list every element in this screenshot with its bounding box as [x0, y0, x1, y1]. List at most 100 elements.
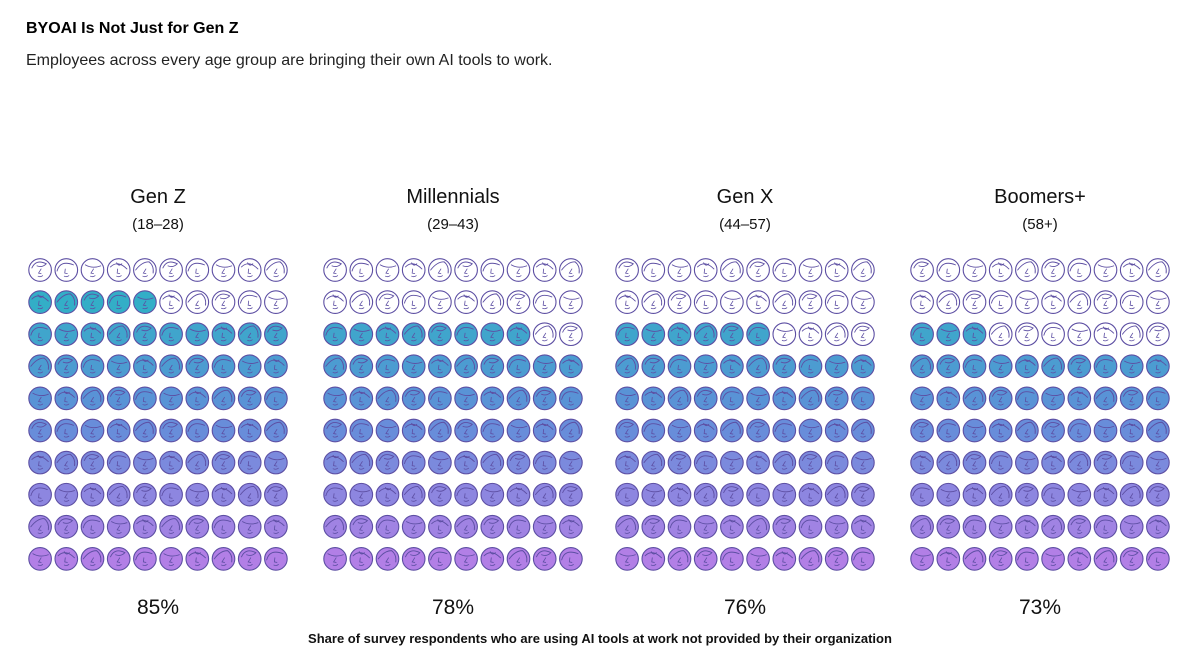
waffle-cell-filled	[211, 354, 236, 379]
waffle-cell-filled	[824, 354, 849, 379]
waffle-cell-filled	[667, 354, 692, 379]
waffle-cell-filled	[798, 386, 823, 411]
waffle-cell-filled	[746, 547, 770, 571]
waffle-cell-empty	[1067, 322, 1092, 347]
waffle-cell-filled	[375, 547, 400, 571]
waffle-cell-filled	[1041, 386, 1065, 411]
waffle-cell-filled	[693, 514, 718, 539]
waffle-cell-filled	[133, 514, 157, 539]
waffle-cell-filled	[1093, 354, 1118, 379]
waffle-cell-empty	[1067, 290, 1092, 314]
waffle-cell-filled	[1093, 418, 1118, 443]
waffle-cell-filled	[237, 418, 262, 443]
waffle-cell-filled	[667, 386, 692, 411]
waffle-group-gen-z: Gen Z (18–28) 85%	[28, 186, 288, 619]
waffle-cell-filled	[1119, 386, 1144, 411]
waffle-cell-empty	[1146, 322, 1170, 347]
waffle-cell-filled	[454, 547, 478, 571]
waffle-cell-filled	[910, 547, 934, 571]
group-percentage-label: 76%	[724, 596, 766, 619]
waffle-cell-filled	[264, 418, 288, 443]
waffle-cell-filled	[159, 322, 183, 347]
waffle-cell-empty	[559, 322, 583, 347]
waffle-cell-filled	[532, 514, 557, 539]
waffle-cell-empty	[693, 290, 718, 314]
waffle-group-gen-x: Gen X (44–57) 76%	[615, 186, 875, 619]
waffle-cell-filled	[454, 514, 478, 539]
chart-caption: Share of survey respondents who are usin…	[308, 631, 892, 646]
waffle-cell-filled	[506, 418, 531, 443]
waffle-cell-filled	[936, 547, 961, 571]
waffle-cell-empty	[824, 258, 849, 282]
waffle-cell-filled	[824, 482, 849, 507]
waffle-cell-empty	[532, 322, 557, 347]
waffle-cell-filled	[1067, 450, 1092, 475]
waffle-cell-empty	[1015, 258, 1039, 282]
waffle-cell-filled	[323, 482, 347, 507]
waffle-cell-filled	[106, 482, 131, 507]
waffle-cell-filled	[211, 322, 236, 347]
waffle-cell-filled	[615, 547, 639, 571]
waffle-cell-filled	[428, 450, 452, 475]
waffle-cell-filled	[323, 514, 347, 539]
waffle-cell-filled	[401, 418, 426, 443]
waffle-cell-filled	[1093, 386, 1118, 411]
waffle-cell-empty	[532, 290, 557, 314]
waffle-cell-filled	[667, 547, 692, 571]
waffle-cell-filled	[454, 482, 478, 507]
waffle-cell-filled	[532, 450, 557, 475]
waffle-cell-filled	[264, 386, 288, 411]
waffle-cell-filled	[667, 514, 692, 539]
waffle-cell-filled	[615, 482, 639, 507]
group-name: Boomers+	[994, 186, 1086, 208]
waffle-cell-empty	[667, 258, 692, 282]
waffle-cell-filled	[559, 547, 583, 571]
waffle-cell-filled	[962, 514, 987, 539]
waffle-cell-filled	[349, 514, 374, 539]
waffle-cell-empty	[962, 258, 987, 282]
waffle-cell-filled	[80, 482, 105, 507]
waffle-cell-filled	[349, 322, 374, 347]
waffle-cell-filled	[1093, 547, 1118, 571]
waffle-cell-empty	[720, 258, 744, 282]
waffle-cell-empty	[264, 290, 288, 314]
waffle-cell-filled	[237, 322, 262, 347]
waffle-cell-filled	[1041, 514, 1065, 539]
waffle-cell-empty	[264, 258, 288, 282]
waffle-cell-filled	[1146, 386, 1170, 411]
waffle-cell-filled	[54, 290, 79, 314]
waffle-cell-empty	[237, 290, 262, 314]
waffle-cell-filled	[375, 322, 400, 347]
waffle-cell-filled	[641, 514, 666, 539]
waffle-cell-filled	[480, 450, 505, 475]
group-age-range: (29–43)	[427, 216, 479, 233]
waffle-cell-filled	[1146, 418, 1170, 443]
waffle-cell-empty	[962, 290, 987, 314]
waffle-cell-filled	[772, 514, 797, 539]
waffle-cell-filled	[54, 514, 79, 539]
waffle-cell-filled	[641, 547, 666, 571]
waffle-cell-filled	[936, 386, 961, 411]
waffle-cell-empty	[506, 258, 531, 282]
waffle-cell-filled	[106, 418, 131, 443]
waffle-cell-filled	[480, 482, 505, 507]
waffle-cell-empty	[772, 322, 797, 347]
waffle-cell-filled	[480, 418, 505, 443]
waffle-cell-filled	[323, 547, 347, 571]
waffle-group-millennials: Millennials (29–43) 78%	[323, 186, 583, 619]
waffle-cell-filled	[824, 418, 849, 443]
waffle-cell-filled	[80, 354, 105, 379]
waffle-cell-filled	[323, 418, 347, 443]
waffle-cell-filled	[720, 386, 744, 411]
waffle-cell-filled	[936, 418, 961, 443]
waffle-cell-filled	[185, 322, 210, 347]
waffle-cell-filled	[185, 547, 210, 571]
chart-subtitle: Employees across every age group are bri…	[26, 52, 553, 69]
waffle-cell-filled	[772, 418, 797, 443]
waffle-cell-filled	[480, 547, 505, 571]
waffle-cell-empty	[851, 322, 875, 347]
waffle-cell-filled	[159, 482, 183, 507]
waffle-cell-empty	[454, 290, 478, 314]
waffle-cell-empty	[824, 290, 849, 314]
group-name: Gen X	[717, 186, 774, 208]
